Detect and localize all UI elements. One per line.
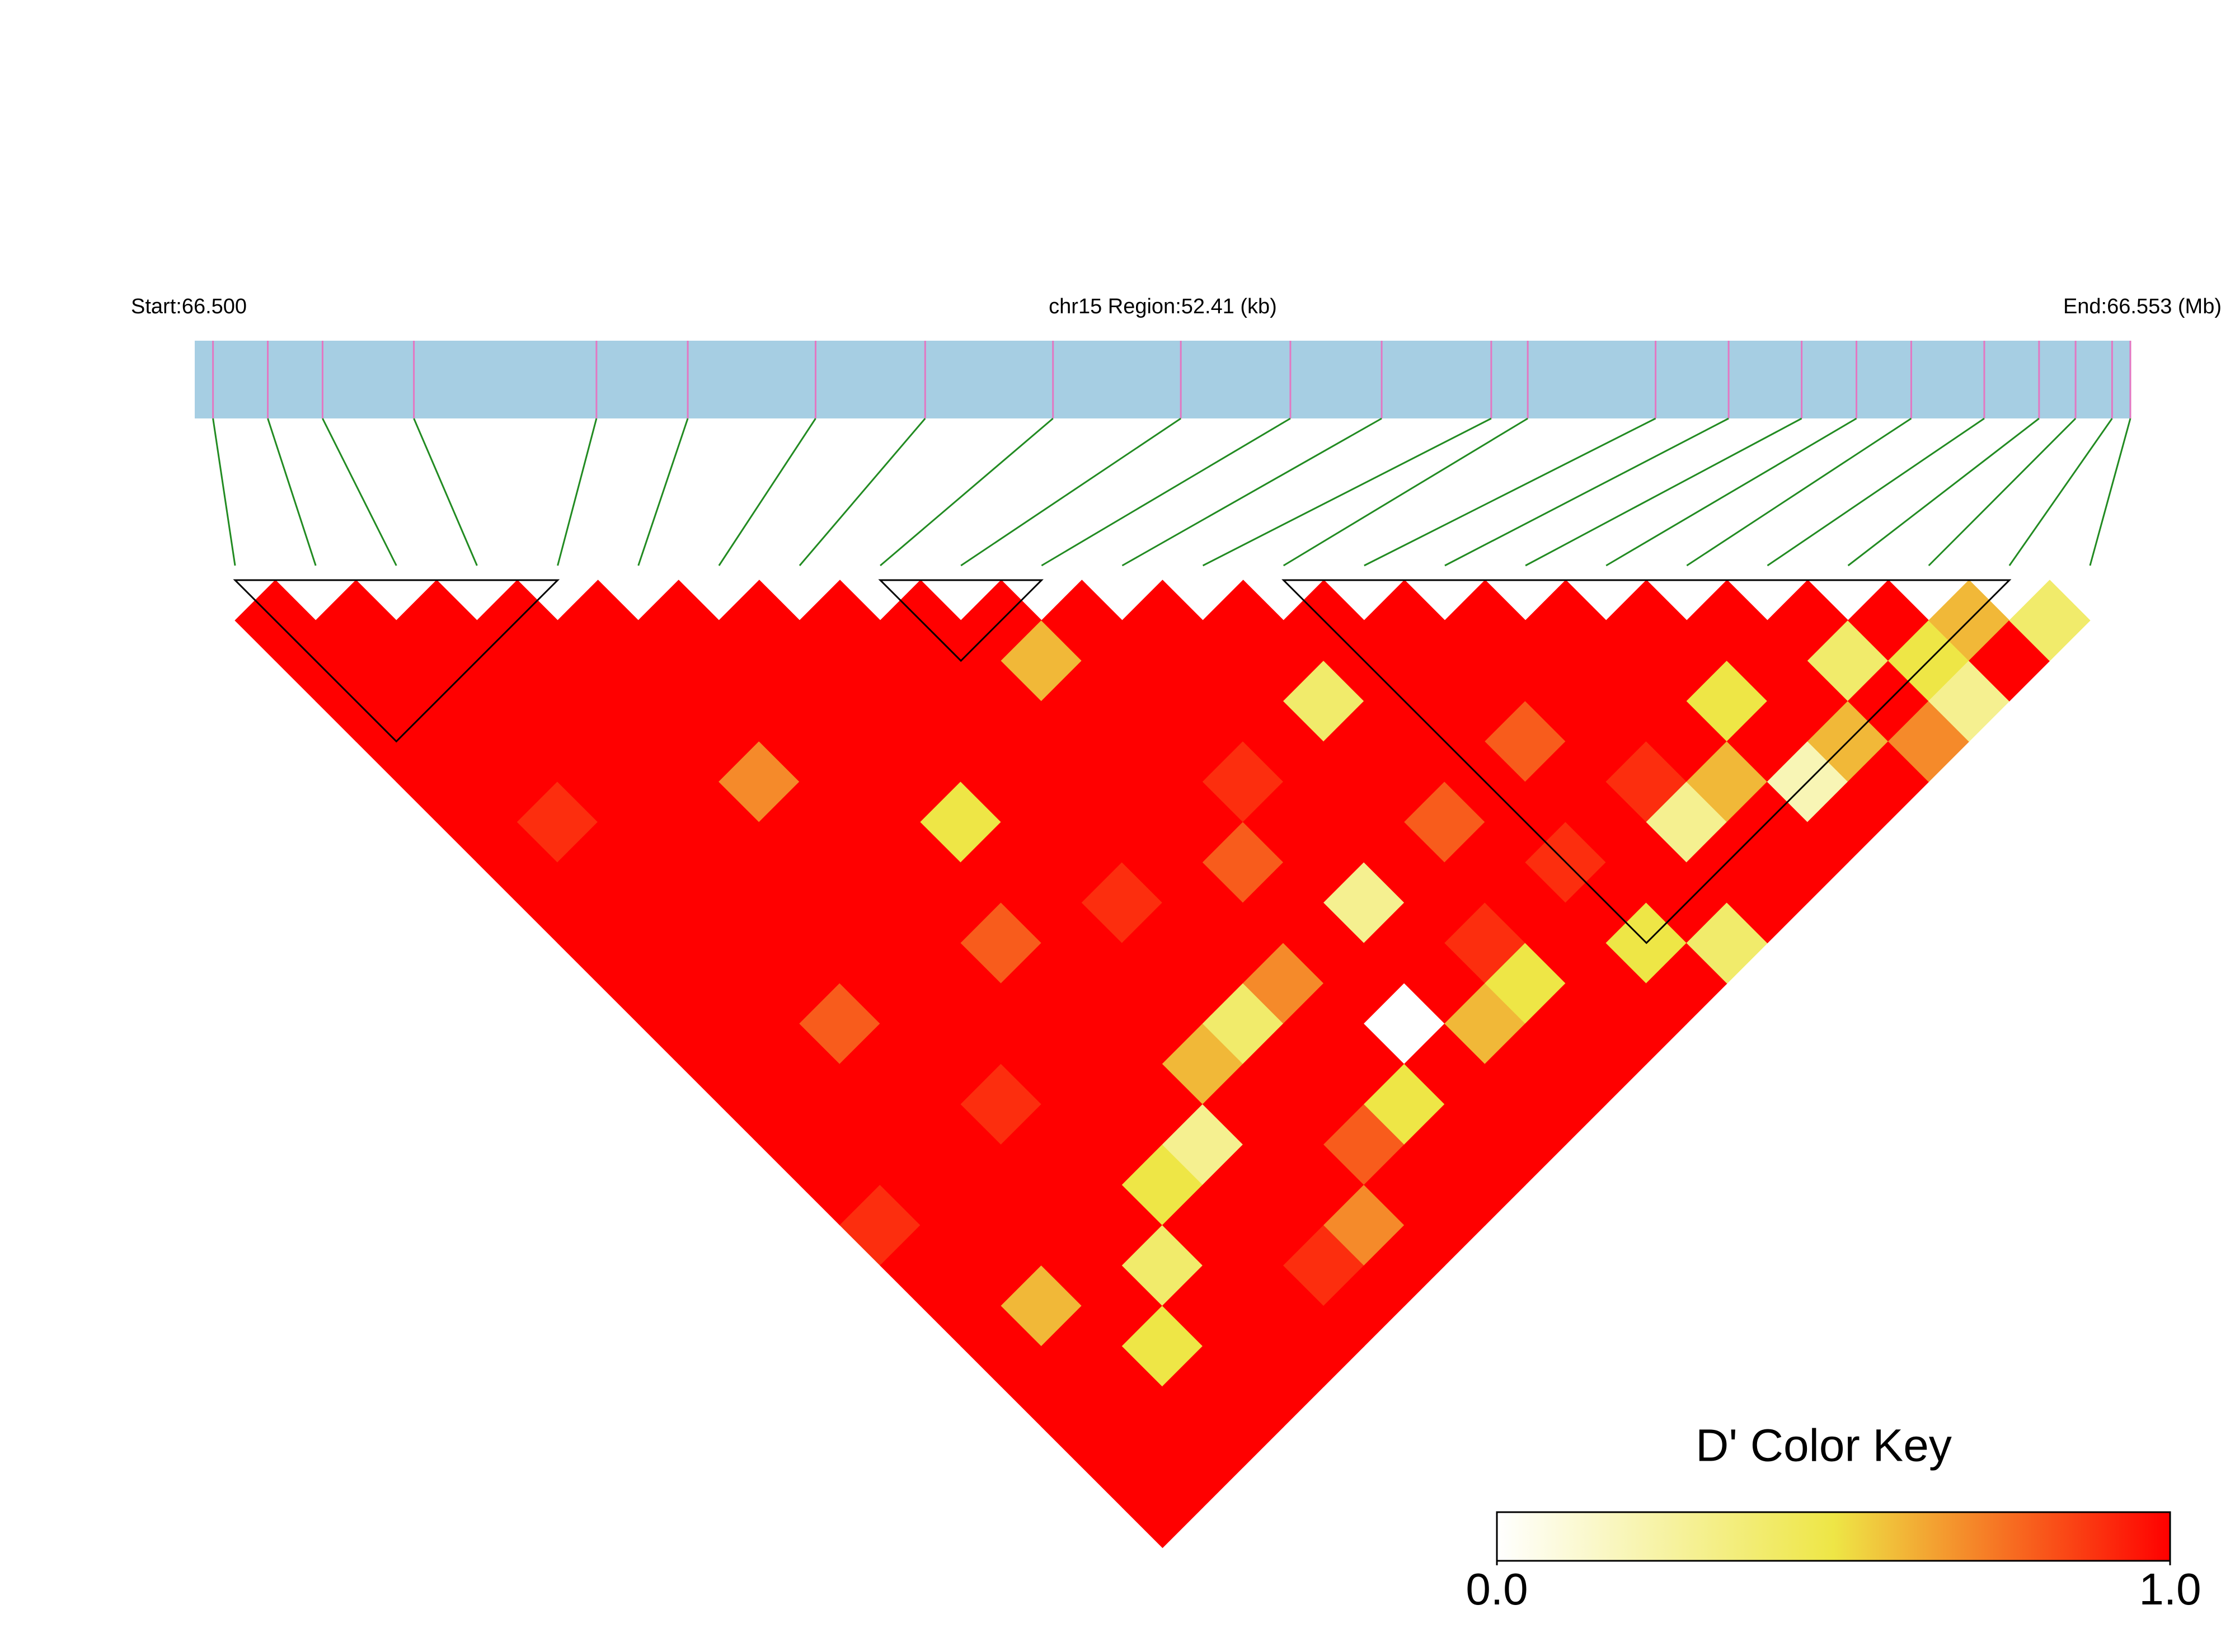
connector xyxy=(1202,417,1492,567)
connector xyxy=(1121,417,1382,567)
connector xyxy=(267,418,317,566)
connector xyxy=(880,417,1054,567)
ld-cell xyxy=(2009,580,2091,661)
connector xyxy=(1283,417,1528,567)
connector xyxy=(413,418,478,566)
connector xyxy=(718,418,816,566)
color-key xyxy=(1496,1511,2171,1562)
end-label: End:66.553 (Mb) xyxy=(2063,295,2222,318)
ld-block xyxy=(878,579,1044,662)
ld-block xyxy=(233,579,560,743)
connector xyxy=(1444,417,1729,567)
connector xyxy=(1928,417,2077,567)
connector xyxy=(1605,417,1857,567)
connector xyxy=(1364,417,1656,567)
connector xyxy=(960,417,1181,567)
connector xyxy=(212,418,236,566)
connector xyxy=(557,418,598,566)
key-tick-label: 1.0 xyxy=(2139,1564,2201,1614)
connector xyxy=(1847,417,2040,567)
connector xyxy=(2089,418,2131,566)
connector xyxy=(1041,417,1291,567)
key-title: D' Color Key xyxy=(1696,1420,1952,1471)
connector xyxy=(322,418,397,566)
connector xyxy=(1686,417,1912,567)
connector xyxy=(1767,417,1985,567)
connector xyxy=(799,418,926,566)
position-track xyxy=(195,341,2130,418)
connector xyxy=(2008,418,2113,566)
ld-block xyxy=(1281,579,2012,944)
connector xyxy=(1525,417,1802,567)
start-label: Start:66.500 xyxy=(131,295,247,318)
region-label: chr15 Region:52.41 (kb) xyxy=(1049,295,1277,318)
ld-cells xyxy=(234,580,2091,1549)
connector xyxy=(637,418,689,566)
key-tick-label: 0.0 xyxy=(1466,1564,1528,1614)
